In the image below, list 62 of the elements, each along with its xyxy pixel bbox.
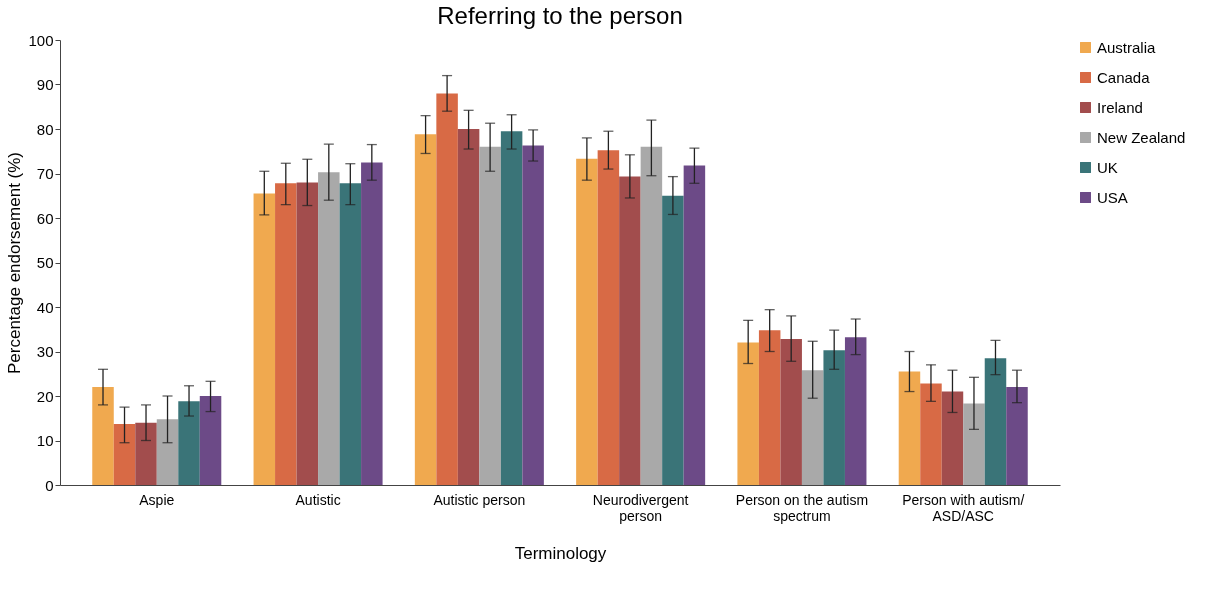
bar: [576, 158, 598, 485]
bar: [522, 145, 544, 485]
y-tick-label: 0: [45, 476, 54, 494]
bar: [479, 146, 501, 485]
y-tick-label: 90: [36, 76, 54, 93]
bar: [683, 165, 706, 485]
bar: [984, 358, 1007, 485]
bar: [619, 176, 641, 485]
y-tick-label: 100: [28, 31, 54, 49]
bar: [500, 131, 523, 485]
chart-title: Referring to the person: [437, 2, 683, 29]
bar: [662, 195, 684, 485]
bar: [640, 146, 663, 485]
y-tick-label: 70: [36, 165, 54, 182]
legend-label: New Zealand: [1097, 128, 1186, 146]
bar: [275, 183, 297, 485]
x-tick-label: Person with autism/ ASD/ASC: [902, 491, 1025, 524]
bar: [844, 337, 867, 485]
bar: [199, 396, 222, 485]
bar: [178, 401, 200, 485]
y-tick-label: 60: [36, 209, 54, 227]
x-tick-label: Neurodivergent person: [592, 491, 689, 524]
y-tick-label: 40: [36, 298, 54, 316]
bar: [1006, 387, 1028, 485]
bar: [597, 150, 620, 485]
bar: [963, 403, 985, 485]
bar: [780, 339, 802, 485]
legend-label: Canada: [1097, 68, 1151, 86]
x-tick-label: Aspie: [139, 491, 175, 508]
x-axis-title: Terminology: [514, 543, 607, 563]
x-tick-label: Autistic person: [433, 491, 526, 508]
bar: [898, 371, 921, 485]
legend-label: USA: [1097, 188, 1128, 206]
bar: [113, 424, 136, 485]
y-tick-label: 10: [36, 432, 54, 449]
y-tick-label: 50: [36, 254, 54, 271]
legend-label: UK: [1097, 158, 1118, 176]
y-axis-title: Percentage endorsement (%): [5, 151, 25, 375]
bar: [737, 342, 759, 485]
bar: [920, 383, 942, 485]
bar: [801, 370, 824, 485]
bar: [361, 162, 383, 485]
legend-label: Australia: [1097, 38, 1157, 56]
bar: [253, 193, 276, 485]
bar: [823, 350, 845, 485]
bar: [436, 93, 458, 485]
bar: [296, 182, 319, 485]
bar: [135, 422, 157, 485]
bar: [941, 391, 964, 485]
x-tick-label: Person on the autism spectrum: [735, 491, 869, 524]
x-tick-label: Autistic: [295, 491, 341, 508]
y-tick-label: 80: [36, 120, 54, 138]
y-tick-label: 20: [36, 387, 54, 405]
y-tick-label: 30: [36, 343, 54, 360]
bar: [758, 330, 781, 485]
legend-label: Ireland: [1097, 98, 1143, 116]
bar: [156, 419, 179, 485]
bar: [92, 387, 114, 485]
bar: [339, 183, 362, 485]
bar: [318, 172, 340, 485]
bar: [414, 134, 437, 485]
bar: [457, 129, 480, 485]
